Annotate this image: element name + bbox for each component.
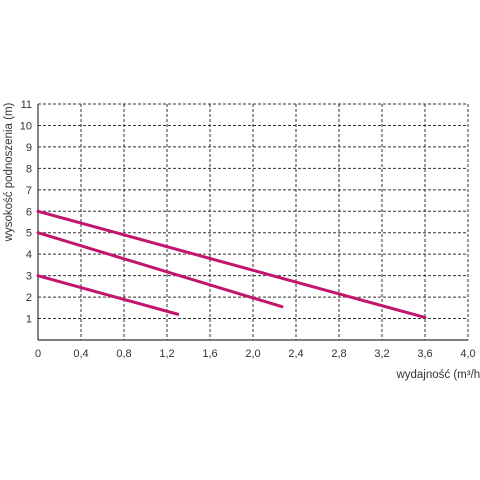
grid — [38, 103, 469, 340]
x-tick-label: 1,6 — [202, 348, 217, 360]
y-tick-label: 1 — [26, 314, 32, 326]
x-tick-label: 2,4 — [288, 348, 303, 360]
x-tick-label: 3,6 — [417, 348, 432, 360]
y-tick-label: 10 — [20, 120, 32, 132]
series-line-3 — [36, 209, 427, 319]
y-tick-label: 5 — [26, 228, 32, 240]
x-tick-label: 0 — [35, 348, 41, 360]
x-tick-label: 3,2 — [374, 348, 389, 360]
y-tick-label: 4 — [26, 249, 32, 261]
y-tick-label: 11 — [21, 99, 32, 111]
x-tick-label: 0,8 — [116, 348, 131, 360]
x-tick-label: 1,2 — [159, 348, 174, 360]
x-axis-label: wydajność (m³/h) — [395, 369, 480, 381]
x-tick-label: 4,0 — [460, 348, 475, 360]
y-axis-label: wysokość podnoszenia (m) — [3, 102, 15, 242]
y-tick-label: 9 — [26, 142, 32, 154]
axes — [37, 104, 468, 341]
series-layer — [36, 209, 427, 319]
y-tick-label: 8 — [26, 163, 32, 175]
x-tick-label: 2,8 — [331, 348, 346, 360]
y-tick-label: 2 — [26, 292, 32, 304]
series-line-2 — [36, 231, 284, 309]
tick-labels: 0 0,4 0,8 1,2 1,6 2,0 2,4 2,8 3,2 3,6 4,0 1 2 3 4 5 6 7 8 9… — [20, 99, 476, 360]
y-tick-label: 6 — [26, 206, 32, 218]
x-tick-label: 0,4 — [73, 348, 88, 360]
y-tick-label: 3 — [26, 271, 32, 283]
y-tick-label: 7 — [26, 185, 32, 197]
x-tick-label: 2,0 — [245, 348, 260, 360]
series-line-1 — [36, 274, 180, 316]
